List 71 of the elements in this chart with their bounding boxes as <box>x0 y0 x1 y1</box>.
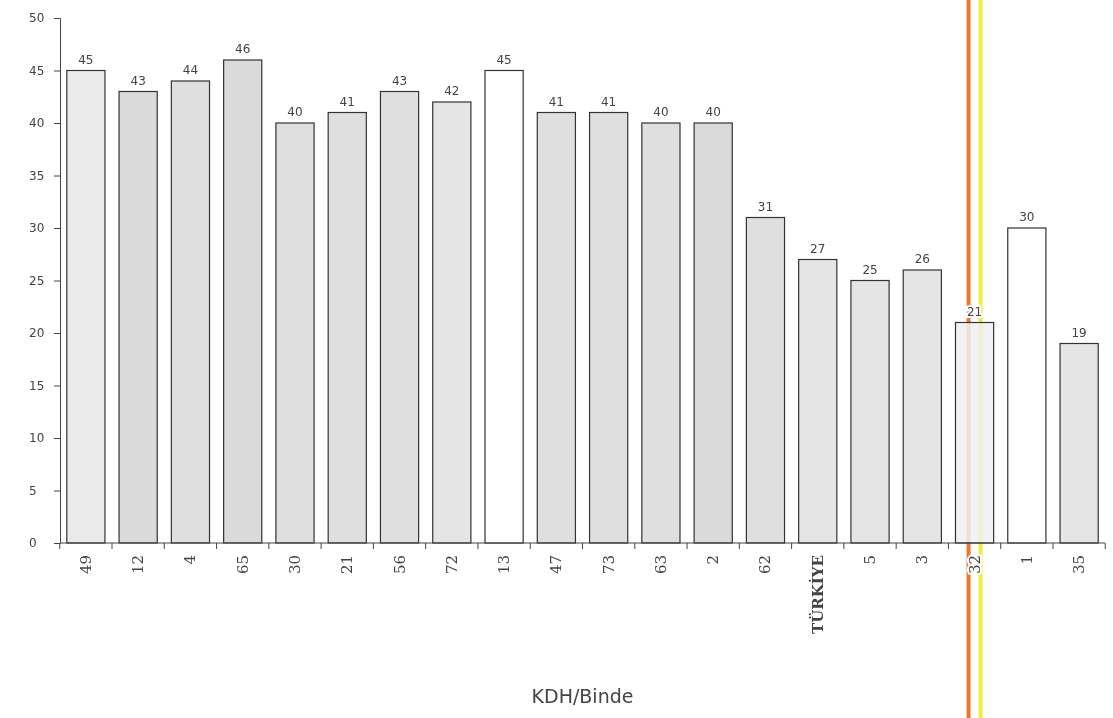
x-tick-label: 62 <box>756 555 775 575</box>
x-tick-label: 49 <box>76 555 95 575</box>
bar <box>327 111 367 544</box>
bar <box>170 80 211 544</box>
x-tick-label: 73 <box>599 555 618 575</box>
bar <box>588 111 629 544</box>
x-tick-label: TÜRKİYE <box>807 555 827 634</box>
y-tick-label: 30 <box>29 221 45 236</box>
bar <box>798 258 838 544</box>
y-tick-label: 10 <box>29 431 45 446</box>
x-tick-label: 4 <box>181 555 200 565</box>
data-label: 40 <box>653 105 669 119</box>
x-tick-label: 47 <box>547 555 566 575</box>
y-tick-label: 50 <box>29 11 45 26</box>
data-label: 43 <box>130 73 146 88</box>
x-axis-title: KDH/Binde <box>531 685 634 707</box>
x-tick-label: 65 <box>233 555 252 575</box>
y-tick-label: 20 <box>29 326 45 341</box>
x-tick-label: 21 <box>338 555 357 575</box>
x-tick-label: 72 <box>442 555 461 575</box>
bar <box>693 122 733 544</box>
data-label: 41 <box>339 94 355 109</box>
y-tick-label: 15 <box>29 378 45 393</box>
bar <box>850 279 890 544</box>
bar <box>275 122 315 544</box>
data-label: 42 <box>444 84 460 98</box>
y-tick-label: 45 <box>29 63 45 78</box>
y-tick-label: 40 <box>29 116 45 131</box>
x-tick-label: 5 <box>861 555 880 565</box>
data-label: 41 <box>601 94 617 109</box>
bar <box>223 59 263 544</box>
x-tick-label: 32 <box>965 555 984 575</box>
bar <box>66 69 106 544</box>
y-tick-label: 35 <box>29 168 45 183</box>
bar <box>641 122 681 544</box>
y-tick-label: 25 <box>29 273 45 288</box>
x-tick-label: 56 <box>390 555 409 575</box>
x-tick-label: 30 <box>285 555 304 575</box>
bar <box>536 111 577 544</box>
x-tick-label: 13 <box>495 555 514 575</box>
y-tick-label: 0 <box>29 536 37 551</box>
bar <box>954 321 995 544</box>
x-tick-label: 2 <box>704 555 723 565</box>
data-label: 40 <box>287 105 303 119</box>
x-tick-label: 35 <box>1070 555 1089 575</box>
x-tick-label: 12 <box>129 555 148 575</box>
data-label: 19 <box>1071 325 1087 340</box>
y-tick-label: 5 <box>29 483 37 498</box>
data-label: 44 <box>182 63 199 77</box>
data-label: 43 <box>391 73 408 88</box>
bar <box>1059 342 1099 544</box>
bar <box>1007 227 1047 544</box>
data-label: 26 <box>914 252 930 266</box>
bar <box>379 90 420 544</box>
data-label: 40 <box>705 105 721 119</box>
x-tick-label: 3 <box>913 555 932 565</box>
data-label: 46 <box>235 42 251 56</box>
bar <box>745 216 786 544</box>
bar <box>484 69 524 544</box>
data-label: 31 <box>757 199 774 214</box>
bar <box>902 269 942 544</box>
data-label: 45 <box>78 52 94 67</box>
data-label: 30 <box>1019 210 1035 224</box>
bar <box>432 101 472 544</box>
bar <box>118 90 158 544</box>
data-label: 27 <box>810 241 826 256</box>
data-label: 41 <box>548 94 564 109</box>
x-tick-label: 1 <box>1017 555 1036 565</box>
x-tick-label: 63 <box>651 555 670 575</box>
data-label: 25 <box>862 262 878 277</box>
data-label: 45 <box>496 52 512 67</box>
